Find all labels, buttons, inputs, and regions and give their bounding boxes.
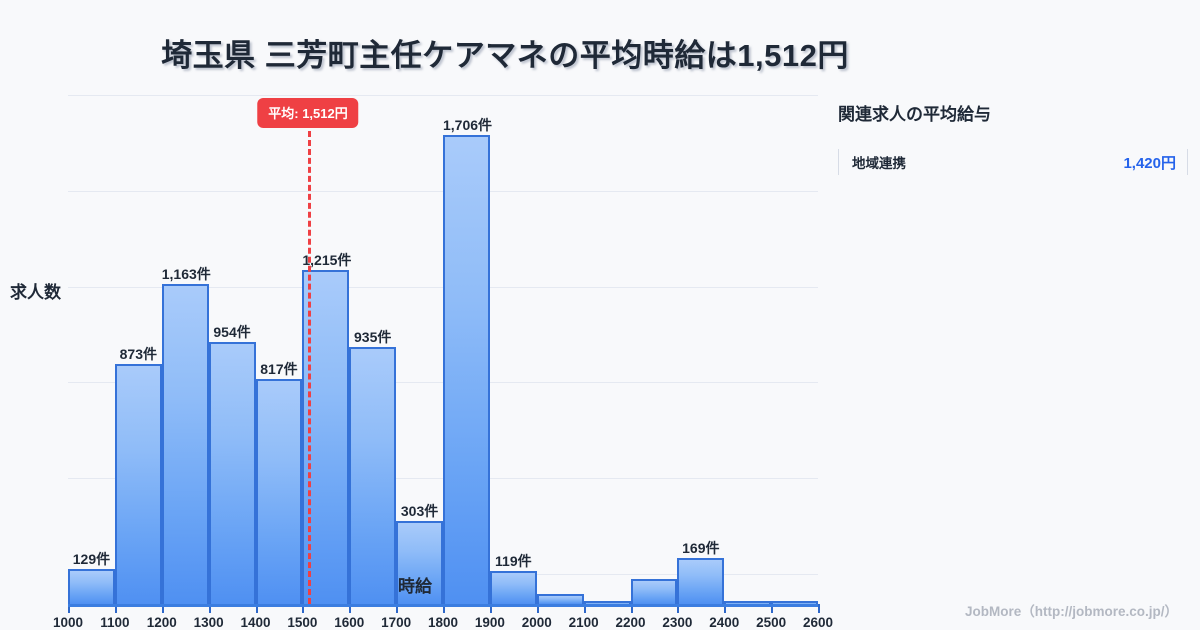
x-axis-tick-label: 1700 [381, 615, 412, 630]
histogram-bar[interactable] [583, 601, 631, 604]
x-axis-tick-label: 2400 [709, 615, 740, 630]
average-badge: 平均: 1,512円 [257, 98, 359, 128]
bar-value-label: 817件 [260, 361, 298, 378]
x-axis-tick [630, 604, 633, 613]
x-axis-tick-label: 1500 [287, 615, 318, 630]
x-axis-tick [583, 604, 586, 613]
histogram-bar[interactable] [68, 568, 115, 604]
related-salary-title: 関連求人の平均給与 [838, 105, 991, 124]
x-axis-tick [396, 604, 399, 613]
histogram-bar[interactable] [536, 594, 584, 604]
x-axis-tick-label: 2000 [521, 615, 552, 630]
histogram-bar[interactable] [161, 284, 209, 604]
x-axis-tick [724, 604, 727, 613]
related-salary-row[interactable]: 地域連携 1,420円 [838, 147, 1188, 177]
x-axis-line [68, 604, 818, 607]
average-line [308, 122, 311, 604]
x-axis-tick-label: 1800 [427, 615, 459, 630]
x-axis-tick [489, 604, 492, 613]
x-axis-tick-label: 1100 [100, 615, 130, 630]
x-axis-tick-label: 1200 [146, 615, 177, 630]
related-salary-value: 1,420円 [1123, 154, 1176, 172]
histogram-bar[interactable] [677, 557, 725, 604]
histogram-bar[interactable] [724, 601, 772, 604]
bar-value-label: 119件 [495, 553, 532, 570]
y-axis-title: 求人数 [10, 283, 61, 302]
bar-value-label: 873件 [119, 345, 157, 362]
histogram-bar[interactable] [208, 341, 256, 604]
x-axis-tick-label: 2100 [568, 615, 599, 630]
gridline [68, 95, 818, 96]
x-axis-tick-label: 1900 [474, 615, 505, 630]
x-axis-tick [771, 604, 774, 613]
x-axis-tick-label: 2200 [615, 615, 646, 630]
histogram-bar[interactable] [114, 363, 162, 604]
x-axis-tick [161, 604, 164, 613]
bar-value-label: 303件 [400, 502, 439, 519]
bar-value-label: 1,163件 [161, 266, 211, 283]
histogram-bar[interactable] [771, 601, 818, 604]
histogram-bar[interactable] [255, 379, 303, 604]
x-axis-tick [208, 604, 211, 613]
bar-value-label: 129件 [72, 550, 111, 567]
x-axis-tick [114, 604, 117, 613]
histogram-bar[interactable] [443, 134, 490, 604]
related-salary-job-name: 地域連携 [852, 156, 906, 171]
x-axis-tick-label: 2500 [756, 615, 787, 630]
histogram-bar[interactable] [630, 579, 678, 604]
bar-value-label: 954件 [213, 323, 251, 340]
x-axis-tick [818, 604, 820, 613]
page-title: 埼玉県 三芳町主任ケアマネの平均時給は1,512円 [161, 38, 849, 73]
x-axis-tick-label: 1600 [334, 615, 365, 630]
histogram-chart: 129件 873件 1,163件 954件 817件 1,215件 935件 303件 1,70… [0, 92, 833, 630]
x-axis-tick [349, 604, 352, 613]
x-axis-tick [302, 604, 305, 613]
bar-value-label: 935件 [354, 328, 392, 345]
related-salary-rows: 地域連携 1,420円 [838, 147, 1188, 177]
histogram-bar[interactable] [349, 346, 397, 604]
x-axis-tick [68, 604, 70, 613]
x-axis-tick-label: 2600 [802, 615, 834, 630]
x-axis-title: 時給 [398, 577, 432, 596]
bar-value-label: 1,706件 [443, 116, 493, 133]
histogram-bar[interactable] [489, 571, 537, 604]
x-axis-tick [677, 604, 680, 613]
x-axis-tick [255, 604, 258, 613]
x-axis-tick [443, 604, 445, 613]
related-salary-panel: 関連求人の平均給与 地域連携 1,420円 [838, 100, 1188, 177]
x-axis-tick-label: 2300 [662, 615, 693, 630]
bar-value-label: 1,215件 [302, 251, 352, 268]
histogram-bar[interactable] [396, 520, 443, 604]
x-axis-tick-label: 1400 [240, 615, 271, 630]
watermark-footer: JobMore（http://jobmore.co.jp/） [965, 604, 1178, 619]
x-axis-tick-label: 1300 [193, 615, 224, 630]
x-axis-tick-label: 1000 [52, 615, 84, 630]
bar-value-label: 169件 [682, 539, 720, 556]
x-axis-tick [536, 604, 539, 613]
